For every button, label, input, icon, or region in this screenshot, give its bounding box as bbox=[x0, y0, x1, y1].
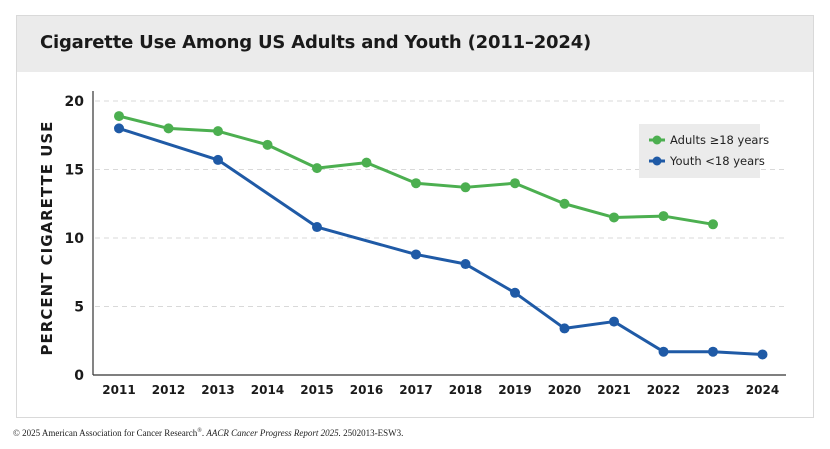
y-axis-label: PERCENT CIGARETTE USE bbox=[38, 121, 56, 356]
data-point bbox=[609, 212, 619, 223]
y-tick-label: 10 bbox=[65, 231, 85, 247]
data-point bbox=[708, 219, 718, 230]
data-point bbox=[510, 287, 520, 298]
x-tick-label: 2017 bbox=[399, 383, 432, 397]
data-point bbox=[114, 123, 124, 134]
x-tick-label: 2014 bbox=[251, 383, 284, 397]
legend-swatch-dot bbox=[652, 135, 662, 145]
y-tick-label: 5 bbox=[74, 300, 84, 316]
footer-code: 2502013-ESW3. bbox=[340, 428, 404, 438]
x-tick-label: 2012 bbox=[152, 383, 185, 397]
y-tick-label: 15 bbox=[65, 163, 84, 179]
x-tick-label: 2024 bbox=[746, 383, 779, 397]
data-point bbox=[510, 178, 520, 189]
footer-prefix: © 2025 American Association for Cancer R… bbox=[13, 428, 198, 438]
legend-box bbox=[639, 124, 760, 178]
legend-label: Youth <18 years bbox=[669, 154, 765, 168]
data-point bbox=[460, 259, 471, 270]
x-tick-label: 2013 bbox=[201, 383, 234, 397]
chart-frame: Cigarette Use Among US Adults and Youth … bbox=[16, 15, 814, 418]
data-point bbox=[609, 316, 619, 327]
title-band: Cigarette Use Among US Adults and Youth … bbox=[17, 16, 813, 72]
data-point bbox=[262, 139, 273, 150]
x-tick-label: 2011 bbox=[102, 383, 135, 397]
footer-reg: ® bbox=[197, 428, 202, 434]
data-point bbox=[163, 123, 174, 134]
x-tick-label: 2018 bbox=[449, 383, 482, 397]
data-point bbox=[658, 211, 669, 222]
data-point bbox=[559, 323, 570, 334]
y-tick-label: 20 bbox=[65, 94, 85, 110]
x-tick-label: 2022 bbox=[647, 383, 680, 397]
x-tick-label: 2016 bbox=[350, 383, 383, 397]
data-point bbox=[312, 222, 322, 233]
data-point bbox=[361, 157, 372, 168]
footer-report: AACR Cancer Progress Report 2025. bbox=[206, 428, 341, 438]
x-tick-label: 2015 bbox=[300, 383, 333, 397]
data-point bbox=[559, 198, 570, 209]
data-point bbox=[708, 346, 718, 357]
data-point bbox=[411, 178, 421, 189]
chart-title: Cigarette Use Among US Adults and Youth … bbox=[40, 32, 592, 53]
data-point bbox=[658, 346, 669, 357]
data-point bbox=[460, 182, 471, 193]
data-point bbox=[757, 349, 768, 360]
x-tick-label: 2020 bbox=[548, 383, 581, 397]
copyright-footer: © 2025 American Association for Cancer R… bbox=[13, 428, 403, 438]
x-tick-label: 2023 bbox=[696, 383, 729, 397]
footer-sep: . bbox=[201, 428, 207, 438]
data-point bbox=[213, 154, 223, 165]
x-tick-label: 2019 bbox=[498, 383, 531, 397]
y-tick-label: 0 bbox=[74, 368, 84, 384]
legend-label: Adults ≥18 years bbox=[670, 133, 769, 147]
series-line-0 bbox=[118, 114, 714, 226]
data-point bbox=[114, 111, 124, 122]
data-point bbox=[411, 249, 421, 260]
legend-swatch-dot bbox=[652, 156, 662, 166]
data-point bbox=[213, 126, 223, 137]
x-tick-label: 2021 bbox=[597, 383, 630, 397]
data-point bbox=[312, 163, 322, 174]
